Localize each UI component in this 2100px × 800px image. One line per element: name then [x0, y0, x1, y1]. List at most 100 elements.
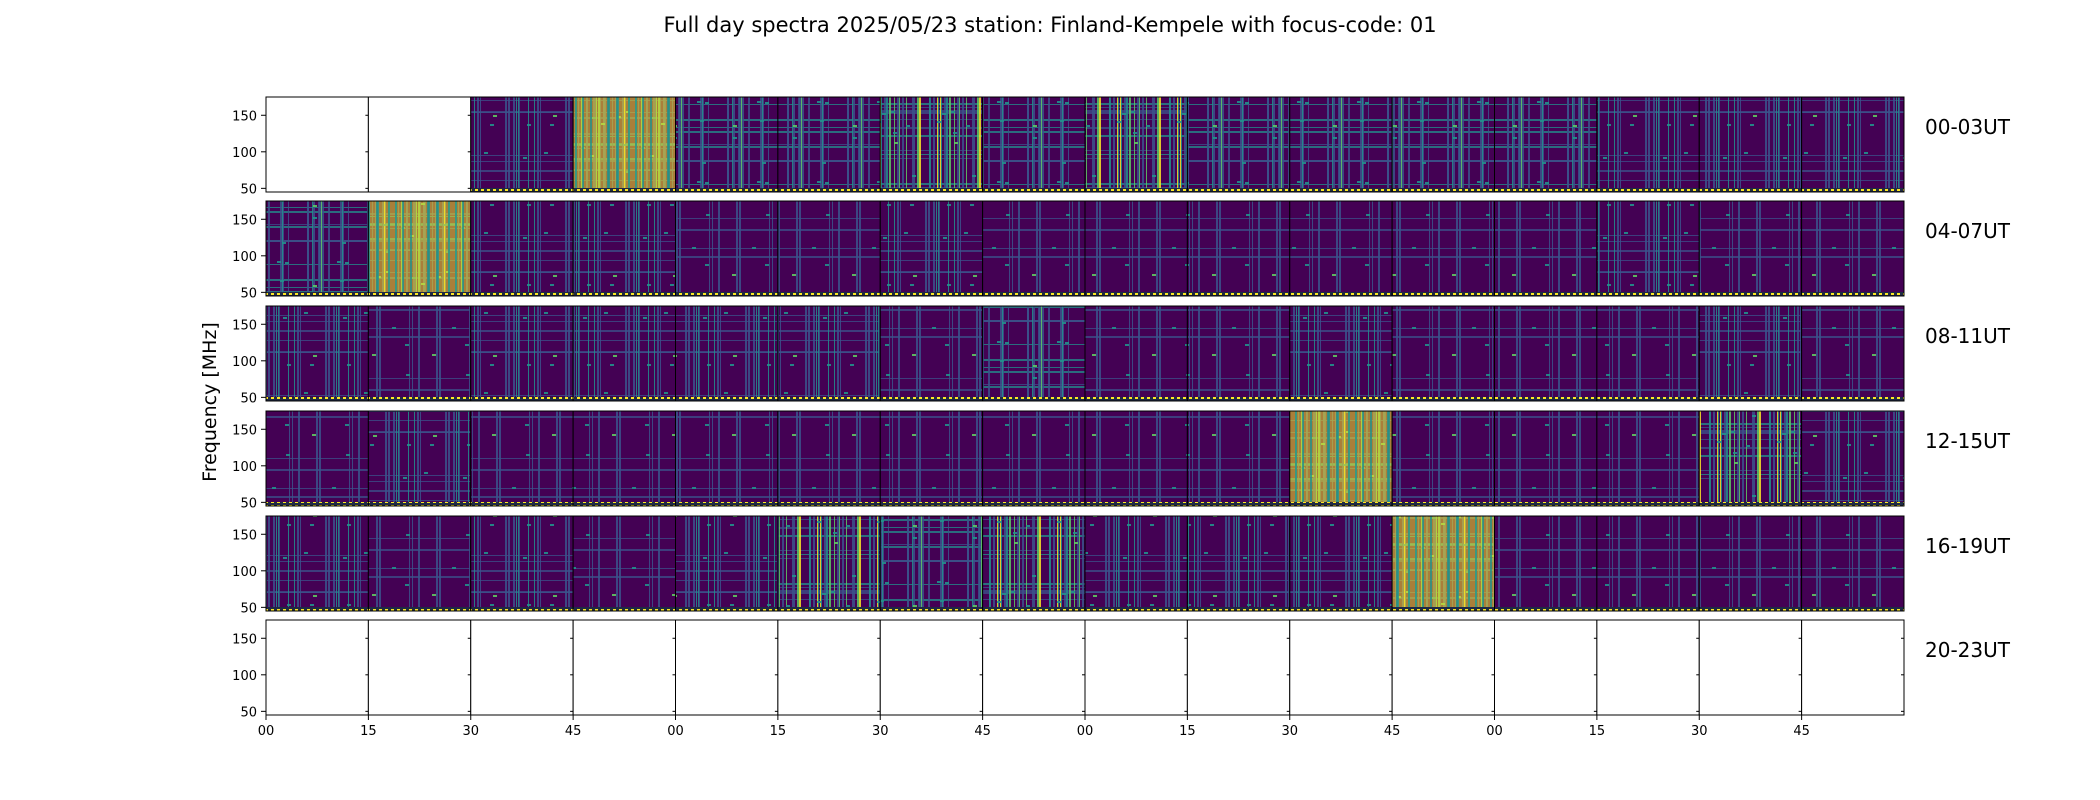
spectrum-cell [1289, 97, 1393, 192]
spectrum-panel [982, 515, 1086, 612]
spectrum-panel [1698, 305, 1803, 402]
spectrum-panel [1289, 200, 1393, 297]
spectrum-panel [1186, 96, 1291, 193]
spectrum-cell [1392, 97, 1495, 192]
spectrum-panel [675, 619, 779, 716]
chart-title: Full day spectra 2025/05/23 station: Fin… [663, 13, 1436, 37]
spectrum-panel [879, 96, 984, 193]
spectrum-cell [1494, 411, 1597, 506]
empty-panel-bg [368, 97, 471, 192]
spectrum-cell [266, 516, 369, 611]
x-tick-label: 15 [770, 724, 787, 739]
spectrum-cell [1289, 306, 1393, 401]
spectrum-panel [1186, 410, 1291, 507]
empty-panel-bg [1494, 620, 1597, 715]
baseline-strip [1392, 607, 1495, 611]
spectrum-panel [1289, 410, 1393, 507]
baseline-strip [1596, 292, 1700, 296]
spectrum-cell [880, 411, 983, 506]
spectrum-cell [777, 516, 881, 611]
spectrum-cell [1085, 411, 1188, 506]
spectrum-cell [266, 411, 369, 506]
spectrum-cell [1085, 97, 1188, 192]
y-tick-label: 100 [232, 250, 257, 265]
x-tick-label: 00 [258, 724, 275, 739]
spectrum-cell [1085, 201, 1188, 296]
baseline-strip [266, 607, 369, 611]
x-tick-label: 30 [1691, 724, 1708, 739]
spectrum-panel [1596, 410, 1700, 507]
spectrum-cell [675, 201, 778, 296]
x-tick-label: 15 [360, 724, 377, 739]
spectrum-cell [982, 97, 1085, 192]
spectrum-panel [982, 200, 1086, 297]
spectra-rows: 50 100 150 00-03UT 50 100 150 04-07UT 50 100 150 08… [232, 96, 2011, 720]
spectrum-panel [470, 96, 574, 193]
spectrum-panel [572, 515, 676, 612]
spectrum-panel [777, 410, 881, 507]
spectrum-panel [1494, 305, 1598, 402]
spectrum-panel [879, 410, 984, 507]
empty-panel-bg [777, 620, 881, 715]
baseline-strip [573, 292, 676, 296]
spectrum-panel [1084, 410, 1188, 507]
baseline-strip [675, 188, 778, 192]
baseline-strip [777, 292, 881, 296]
spectrum-panel [470, 410, 574, 507]
baseline-strip [1801, 502, 1904, 506]
spectrum-panel [572, 200, 676, 297]
spectra-row: 50 100 150 04-07UT [232, 200, 2011, 301]
y-tick-label: 50 [240, 496, 257, 511]
spectrum-panel [1801, 96, 1905, 193]
spectrum-cell [777, 97, 881, 192]
spectrum-panel [265, 200, 369, 297]
spectrum-cell [573, 97, 676, 192]
spectrum-cell [470, 201, 574, 296]
spectrum-cell [368, 516, 471, 611]
baseline-strip [1289, 397, 1393, 401]
spectrum-panel [1391, 515, 1495, 612]
spectrum-panel [879, 619, 984, 716]
baseline-strip [675, 607, 778, 611]
spectrum-panel [367, 410, 472, 507]
baseline-strip [470, 607, 574, 611]
baseline-strip [675, 502, 778, 506]
spectrum-cell [1596, 411, 1700, 506]
y-tick-label: 50 [240, 601, 257, 616]
spectrum-cell [1494, 516, 1597, 611]
spectrum-cell [1596, 201, 1700, 296]
baseline-strip [1494, 292, 1597, 296]
spectrum-panel [265, 96, 369, 193]
spectrum-cell [1187, 411, 1290, 506]
baseline-strip [1596, 502, 1700, 506]
spectrum-cell [470, 516, 574, 611]
baseline-strip [1392, 188, 1495, 192]
spectrum-panel [675, 96, 779, 193]
spectrum-panel [1801, 410, 1905, 507]
panel-border [1801, 410, 1905, 507]
baseline-strip [266, 397, 369, 401]
baseline-strip [1289, 607, 1393, 611]
spectrum-panel [777, 515, 881, 612]
spectrum-panel [367, 619, 472, 716]
baseline-strip [1187, 397, 1290, 401]
row-label: 08-11UT [1925, 324, 2011, 348]
baseline-strip [368, 607, 471, 611]
spectrum-panel [1698, 515, 1803, 612]
spectrum-cell [573, 411, 676, 506]
baseline-strip [1699, 397, 1802, 401]
spectrum-panel [1596, 200, 1700, 297]
spectrum-panel [1186, 200, 1291, 297]
empty-panel-bg [1392, 620, 1495, 715]
spectrum-panel [470, 305, 574, 402]
spectrum-panel [1494, 515, 1598, 612]
spectrum-panel [1801, 515, 1905, 612]
baseline-strip [777, 607, 881, 611]
y-tick-label: 100 [232, 669, 257, 684]
spectrum-panel [982, 96, 1086, 193]
spectrum-panel [777, 200, 881, 297]
baseline-strip [1801, 292, 1904, 296]
baseline-strip [368, 502, 471, 506]
spectrum-panel [1084, 200, 1188, 297]
spectrum-cell [1494, 306, 1597, 401]
